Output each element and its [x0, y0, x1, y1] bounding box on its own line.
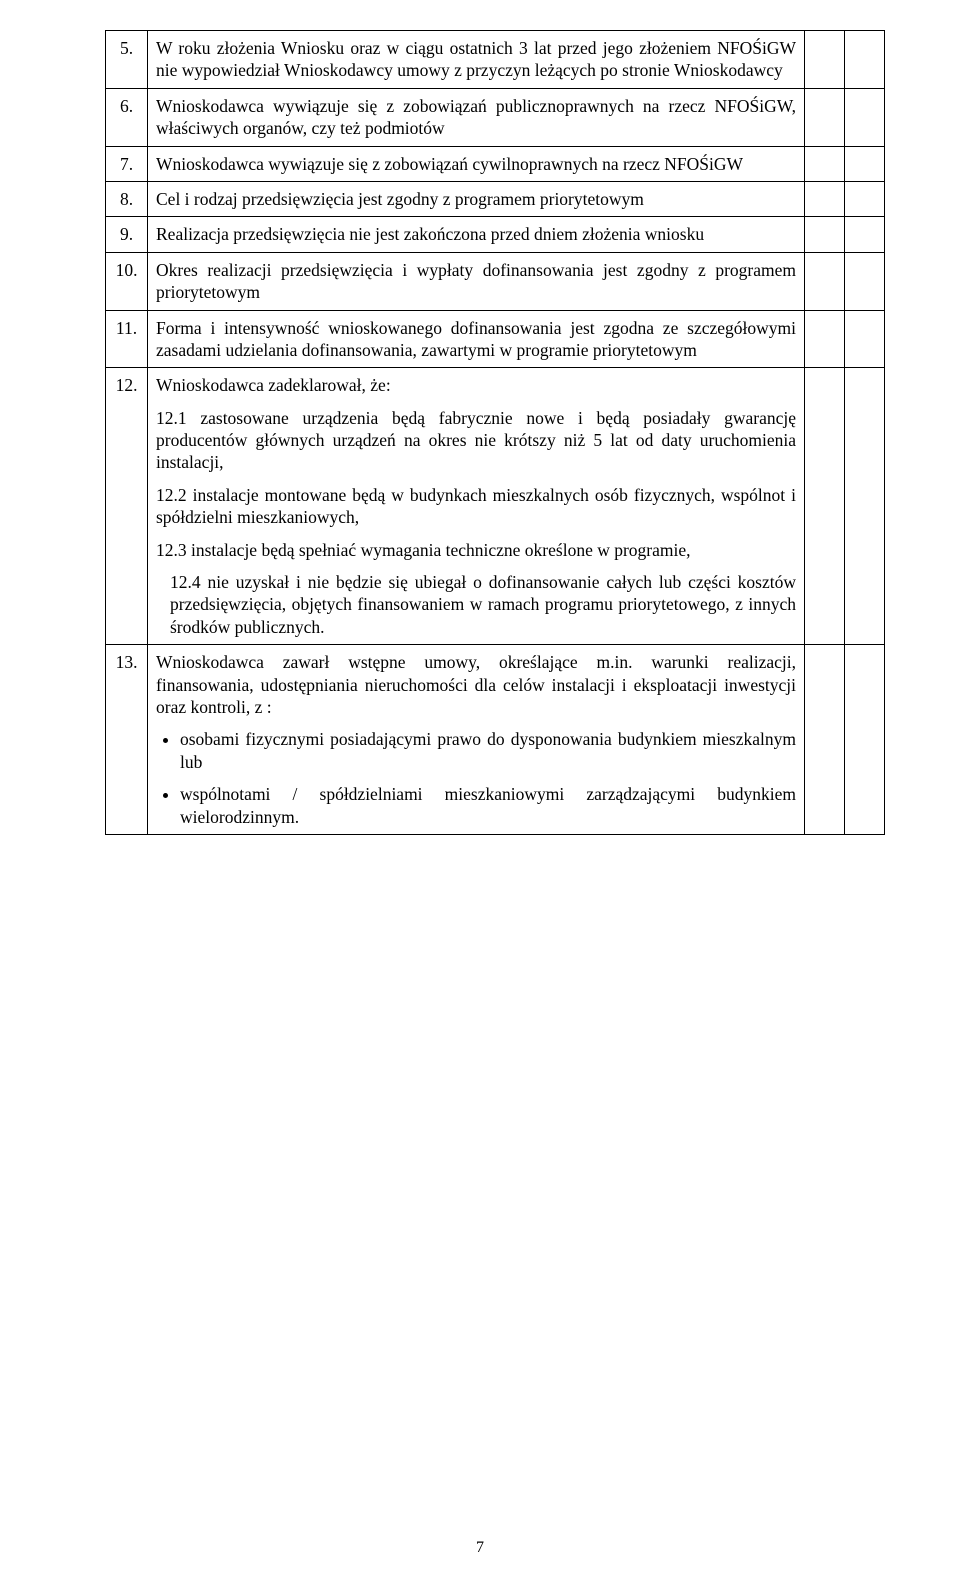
row-body: Okres realizacji przedsięwzięcia i wypła…	[148, 252, 805, 310]
empty-cell	[845, 181, 885, 216]
row-number: 5.	[106, 31, 148, 89]
empty-cell	[845, 252, 885, 310]
table-row: 7. Wnioskodawca wywiązuje się z zobowiąz…	[106, 146, 885, 181]
page-number: 7	[0, 1539, 960, 1557]
empty-cell	[805, 252, 845, 310]
row-body: Wnioskodawca wywiązuje się z zobowiązań …	[148, 146, 805, 181]
row-number: 8.	[106, 181, 148, 216]
table-row: 8. Cel i rodzaj przedsięwzięcia jest zgo…	[106, 181, 885, 216]
row-body: Forma i intensywność wnioskowanego dofin…	[148, 310, 805, 368]
row-text: Realizacja przedsięwzięcia nie jest zako…	[156, 223, 796, 245]
row-body: Wnioskodawca zadeklarował, że: 12.1 zast…	[148, 368, 805, 645]
row-body: Wnioskodawca wywiązuje się z zobowiązań …	[148, 88, 805, 146]
row-text: Wnioskodawca wywiązuje się z zobowiązań …	[156, 95, 796, 140]
table-row: 12. Wnioskodawca zadeklarował, że: 12.1 …	[106, 368, 885, 645]
bullet-item: osobami fizycznymi posiadającymi prawo d…	[180, 728, 796, 773]
empty-cell	[845, 368, 885, 645]
empty-cell	[845, 645, 885, 835]
empty-cell	[845, 217, 885, 252]
empty-cell	[805, 645, 845, 835]
row-intro: Wnioskodawca zadeklarował, że:	[156, 374, 796, 396]
row-number: 9.	[106, 217, 148, 252]
row-body: Realizacja przedsięwzięcia nie jest zako…	[148, 217, 805, 252]
row-number: 6.	[106, 88, 148, 146]
row-text: Cel i rodzaj przedsięwzięcia jest zgodny…	[156, 188, 796, 210]
table-row: 6. Wnioskodawca wywiązuje się z zobowiąz…	[106, 88, 885, 146]
row-body: Wnioskodawca zawarł wstępne umowy, okreś…	[148, 645, 805, 835]
empty-cell	[805, 368, 845, 645]
table-row: 9. Realizacja przedsięwzięcia nie jest z…	[106, 217, 885, 252]
empty-cell	[845, 88, 885, 146]
row-sub-1: 12.1 zastosowane urządzenia będą fabrycz…	[156, 407, 796, 474]
table-row: 5. W roku złożenia Wniosku oraz w ciągu …	[106, 31, 885, 89]
row-sub-2: 12.2 instalacje montowane będą w budynka…	[156, 484, 796, 529]
table-row: 10. Okres realizacji przedsięwzięcia i w…	[106, 252, 885, 310]
row-number: 12.	[106, 368, 148, 645]
row-number: 11.	[106, 310, 148, 368]
empty-cell	[805, 217, 845, 252]
row-text: Wnioskodawca wywiązuje się z zobowiązań …	[156, 153, 796, 175]
empty-cell	[845, 31, 885, 89]
empty-cell	[805, 88, 845, 146]
bullet-list: osobami fizycznymi posiadającymi prawo d…	[156, 728, 796, 828]
document-page: 5. W roku złożenia Wniosku oraz w ciągu …	[0, 0, 960, 1585]
bullet-item: wspólnotami / spółdzielniami mieszkaniow…	[180, 783, 796, 828]
empty-cell	[845, 310, 885, 368]
row-number: 13.	[106, 645, 148, 835]
table-row: 11. Forma i intensywność wnioskowanego d…	[106, 310, 885, 368]
row-text: Okres realizacji przedsięwzięcia i wypła…	[156, 259, 796, 304]
empty-cell	[845, 146, 885, 181]
row-sub-3: 12.3 instalacje będą spełniać wymagania …	[156, 539, 796, 561]
table-row: 13. Wnioskodawca zawarł wstępne umowy, o…	[106, 645, 885, 835]
row-text: Forma i intensywność wnioskowanego dofin…	[156, 317, 796, 362]
row-body: Cel i rodzaj przedsięwzięcia jest zgodny…	[148, 181, 805, 216]
criteria-table: 5. W roku złożenia Wniosku oraz w ciągu …	[105, 30, 885, 835]
row-sub-4: 12.4 nie uzyskał i nie będzie się ubiega…	[156, 571, 796, 638]
row-number: 10.	[106, 252, 148, 310]
row-text: W roku złożenia Wniosku oraz w ciągu ost…	[156, 37, 796, 82]
empty-cell	[805, 181, 845, 216]
row-body: W roku złożenia Wniosku oraz w ciągu ost…	[148, 31, 805, 89]
empty-cell	[805, 146, 845, 181]
empty-cell	[805, 310, 845, 368]
row-intro: Wnioskodawca zawarł wstępne umowy, okreś…	[156, 651, 796, 718]
empty-cell	[805, 31, 845, 89]
row-number: 7.	[106, 146, 148, 181]
